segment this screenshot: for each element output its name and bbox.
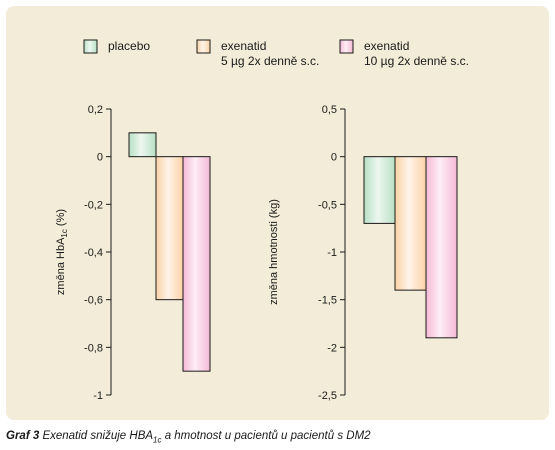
y-tick-label: -0,5 xyxy=(318,199,337,211)
y-tick-label: -0,6 xyxy=(84,295,103,307)
y-tick-label: -1,5 xyxy=(318,295,337,307)
y-tick-label: -0,2 xyxy=(84,199,103,211)
chart-weight: 0,5 0 -0,5 -1 -1,5 -2 -2,5 změna hmotnosti (kg) xyxy=(268,104,458,402)
legend-swatch xyxy=(196,39,211,54)
bar xyxy=(182,156,211,372)
bar xyxy=(128,132,157,158)
y-tick-label: -0,4 xyxy=(84,247,103,259)
y-tick-label: 0 xyxy=(97,152,103,164)
caption: Graf 3 Exenatid snižuje HBA1c a hmotnost… xyxy=(6,430,371,444)
y-tick-label: -1 xyxy=(327,247,337,259)
legend-swatch xyxy=(339,39,354,54)
y-tick-label: 0,2 xyxy=(88,104,103,116)
caption-text-end: a hmotnost u pacientů u pacientů s DM2 xyxy=(161,430,371,442)
legend-label-detail: 10 µg 2x denně s.c. xyxy=(364,54,469,68)
y-tick-label: 0 xyxy=(331,152,337,164)
bar xyxy=(155,156,184,301)
y-tick-label: -0,8 xyxy=(84,342,103,354)
legend-label: placebo xyxy=(108,39,150,53)
legend-swatch xyxy=(83,39,98,54)
y-axis-label: změna hmotnosti (kg) xyxy=(268,199,280,305)
y-tick-label: 0,5 xyxy=(322,104,337,116)
legend-label-detail: 5 µg 2x denně s.c. xyxy=(221,54,319,68)
y-tick-label: -2,5 xyxy=(318,390,337,402)
legend-label: exenatid xyxy=(221,39,266,53)
caption-label: Graf 3 xyxy=(6,430,40,442)
bar xyxy=(363,156,396,224)
bar xyxy=(425,156,458,339)
figure-panel xyxy=(6,6,549,420)
chart-hba1c: 0,2 0 -0,2 -0,4 -0,6 -0,8 -1 změna HbA1c (%) xyxy=(55,104,211,402)
caption-text: Exenatid snižuje HBA xyxy=(39,430,154,442)
y-axis-label: změna HbA1c (%) xyxy=(55,209,69,295)
bar xyxy=(394,156,427,291)
y-tick-label: -1 xyxy=(93,390,103,402)
y-tick-label: -2 xyxy=(327,342,337,354)
legend-label: exenatid xyxy=(364,39,409,53)
caption-subscript: 1c xyxy=(153,435,162,445)
